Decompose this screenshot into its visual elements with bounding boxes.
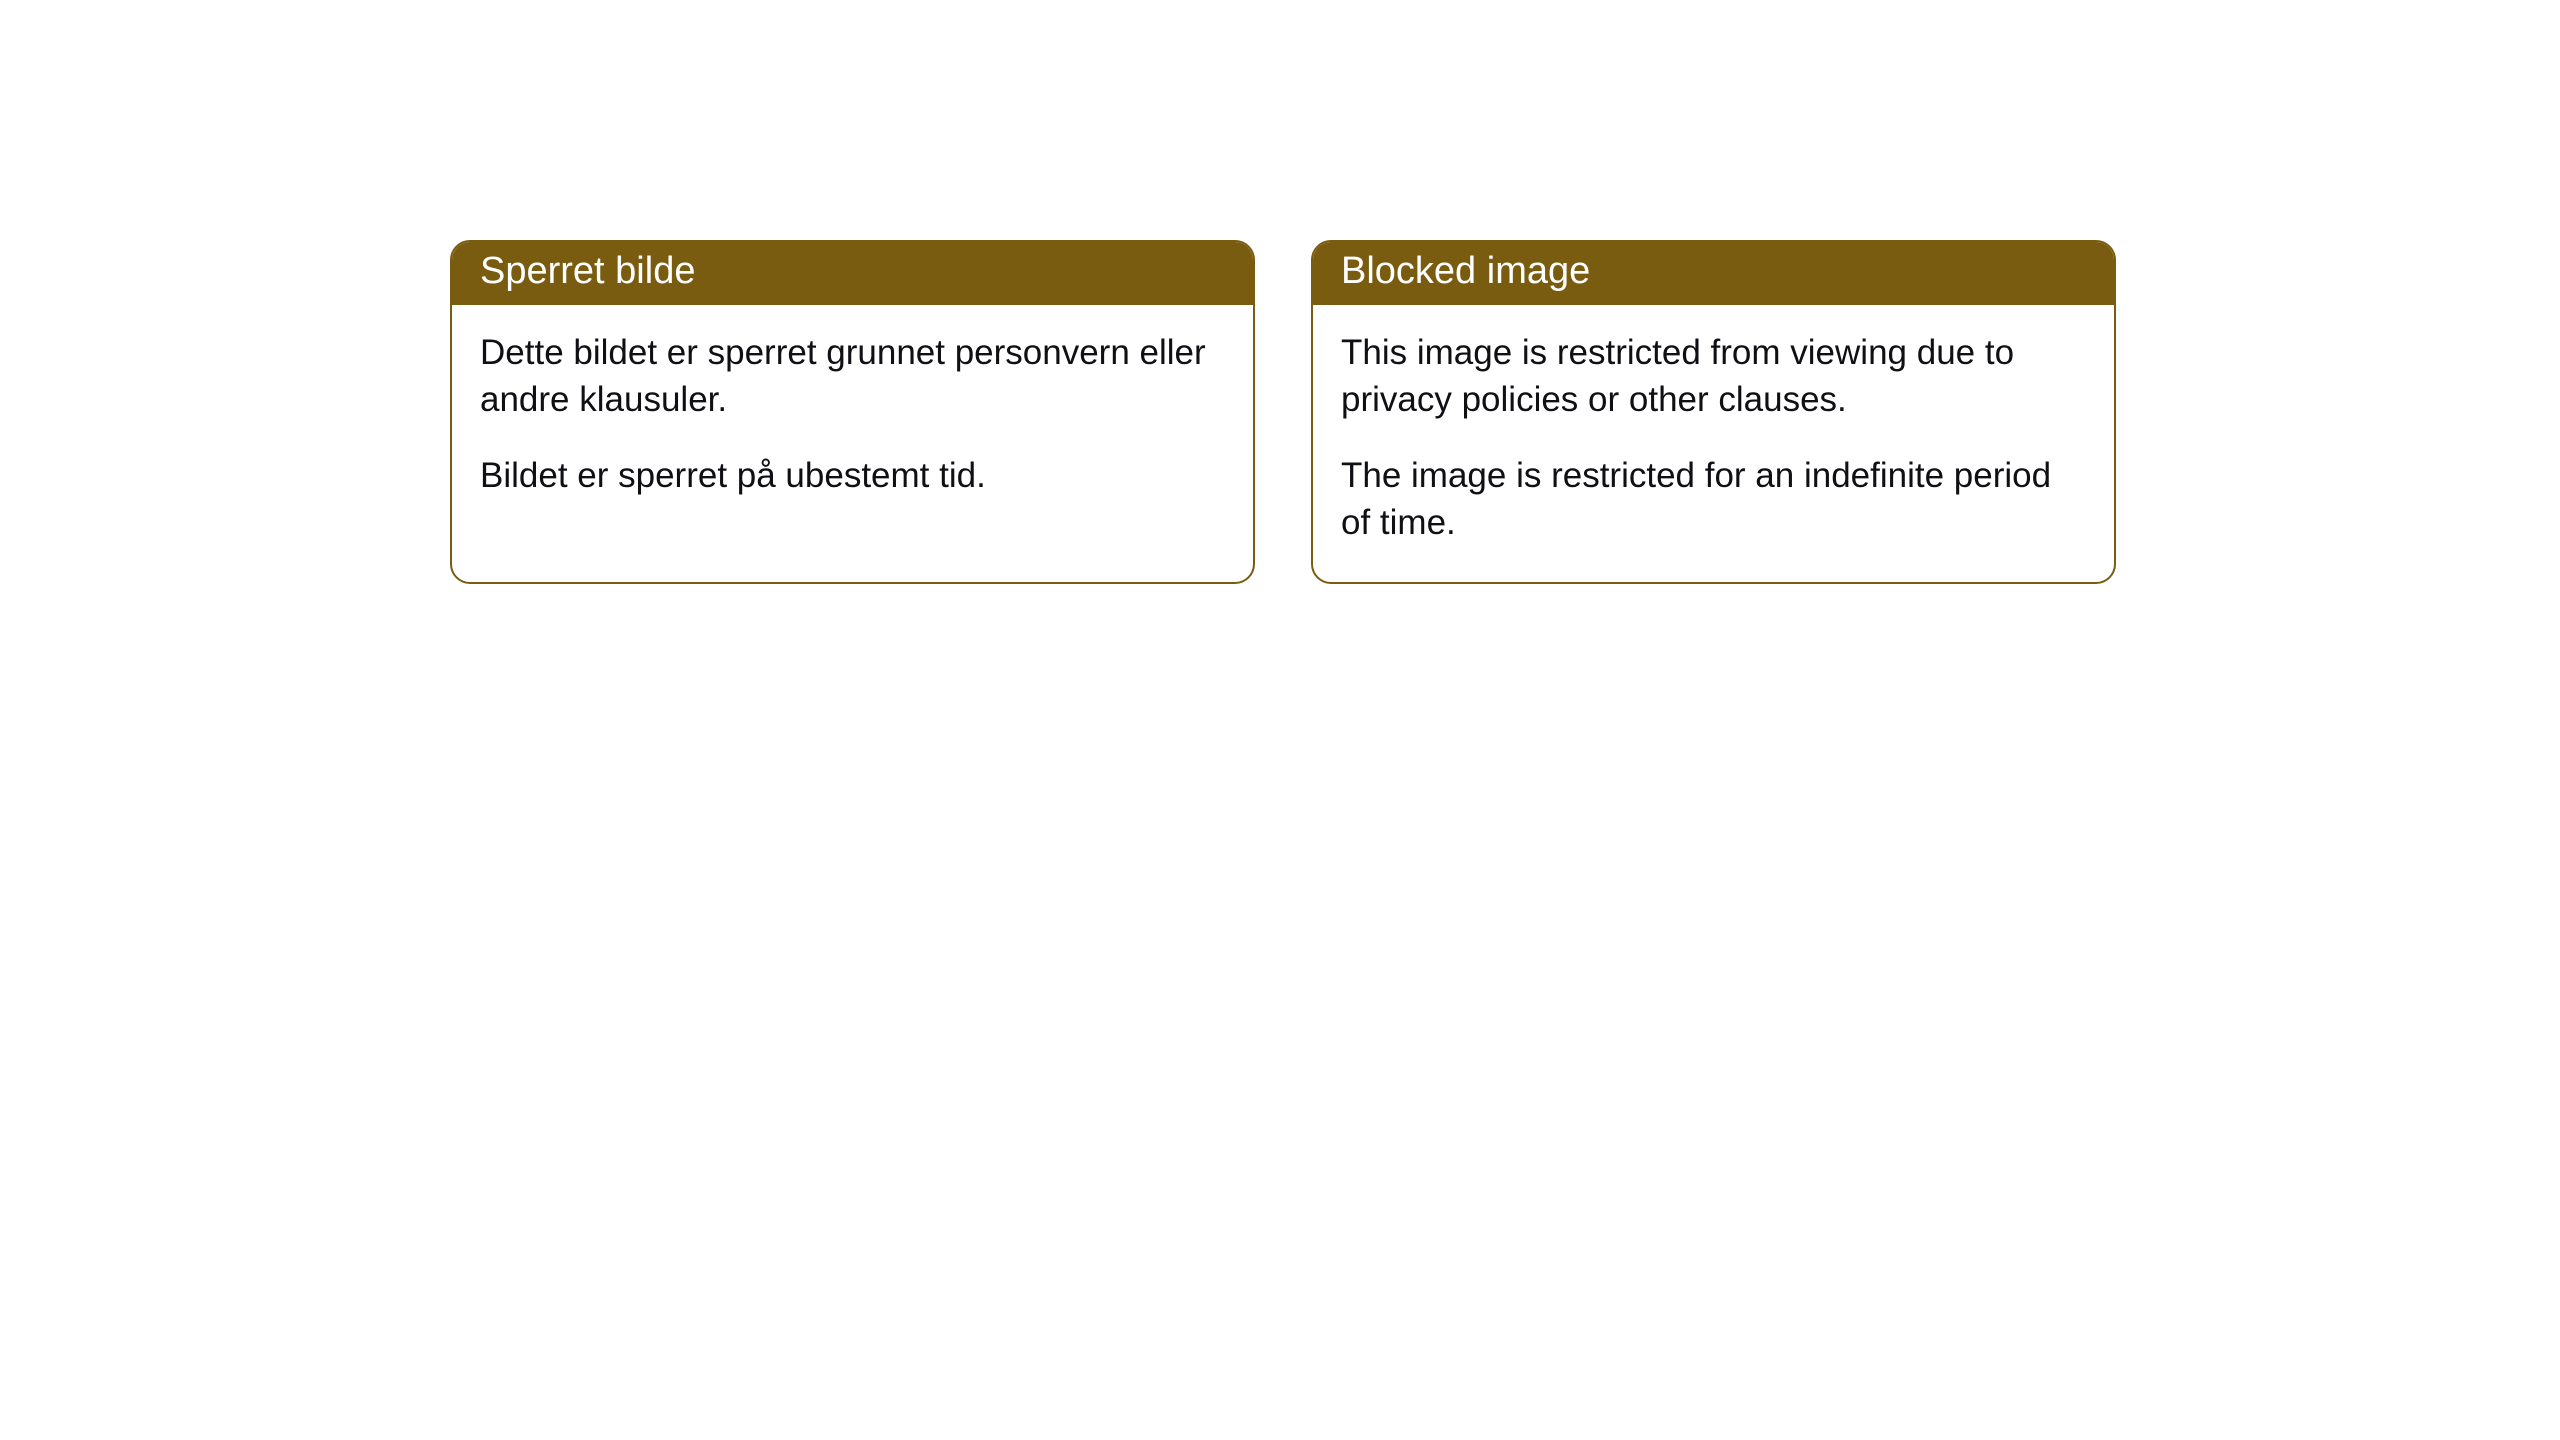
card-header: Blocked image: [1313, 242, 2114, 305]
card-paragraph: Bildet er sperret på ubestemt tid.: [480, 452, 1225, 499]
notice-card-english: Blocked image This image is restricted f…: [1311, 240, 2116, 584]
notice-cards-container: Sperret bilde Dette bildet er sperret gr…: [450, 240, 2560, 584]
card-header: Sperret bilde: [452, 242, 1253, 305]
card-paragraph: The image is restricted for an indefinit…: [1341, 452, 2086, 547]
card-body: This image is restricted from viewing du…: [1313, 305, 2114, 582]
notice-card-norwegian: Sperret bilde Dette bildet er sperret gr…: [450, 240, 1255, 584]
card-paragraph: This image is restricted from viewing du…: [1341, 329, 2086, 424]
card-paragraph: Dette bildet er sperret grunnet personve…: [480, 329, 1225, 424]
card-body: Dette bildet er sperret grunnet personve…: [452, 305, 1253, 535]
